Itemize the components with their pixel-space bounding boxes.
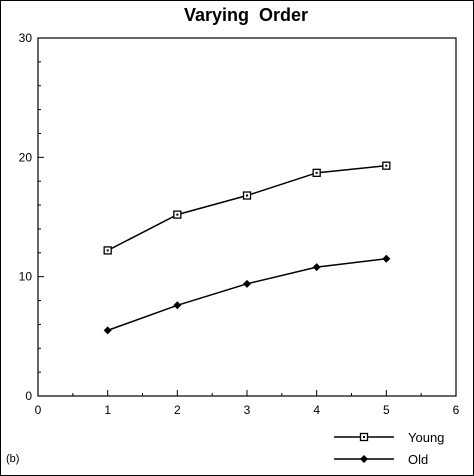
chart-title: Varying Order — [184, 5, 308, 25]
x-tick-label: 0 — [35, 403, 42, 417]
x-tick-label: 1 — [104, 403, 111, 417]
y-tick-label: 0 — [25, 389, 32, 403]
plot-area-border — [37, 37, 457, 397]
series-young — [103, 161, 391, 255]
data-point — [173, 301, 182, 310]
data-point — [243, 279, 251, 288]
series-old — [103, 254, 391, 335]
data-point — [103, 326, 112, 335]
x-tick-label: 5 — [383, 403, 390, 417]
x-tick-label: 4 — [313, 403, 320, 417]
series-line — [107, 164, 387, 252]
data-point — [312, 263, 321, 272]
y-tick-label: 20 — [19, 150, 33, 164]
panel-label: (b) — [6, 453, 19, 465]
legend-marker-dot — [363, 436, 365, 438]
legend-marker — [360, 455, 368, 463]
data-point — [382, 254, 391, 263]
legend: Young Old — [334, 430, 444, 467]
y-tick-label: 10 — [19, 270, 33, 284]
series-line — [107, 258, 387, 332]
legend-label: Young — [408, 430, 444, 445]
axis-ticks: 0 1 2 3 4 5 6 0 10 20 30 — [19, 31, 460, 417]
legend-item-young: Young — [334, 430, 444, 445]
data-point-dot — [246, 194, 248, 197]
legend-label: Old — [408, 452, 428, 467]
x-tick-label: 3 — [244, 403, 251, 417]
chart-axes — [37, 37, 457, 397]
y-tick-label: 30 — [19, 31, 33, 45]
data-point-dot — [176, 213, 179, 216]
data-point-dot — [315, 171, 318, 174]
x-tick-label: 6 — [453, 403, 460, 417]
x-tick-label: 2 — [174, 403, 181, 417]
data-point-dot — [385, 164, 388, 167]
legend-item-old: Old — [334, 452, 428, 467]
data-point-dot — [106, 249, 109, 252]
series-layer — [103, 161, 391, 335]
